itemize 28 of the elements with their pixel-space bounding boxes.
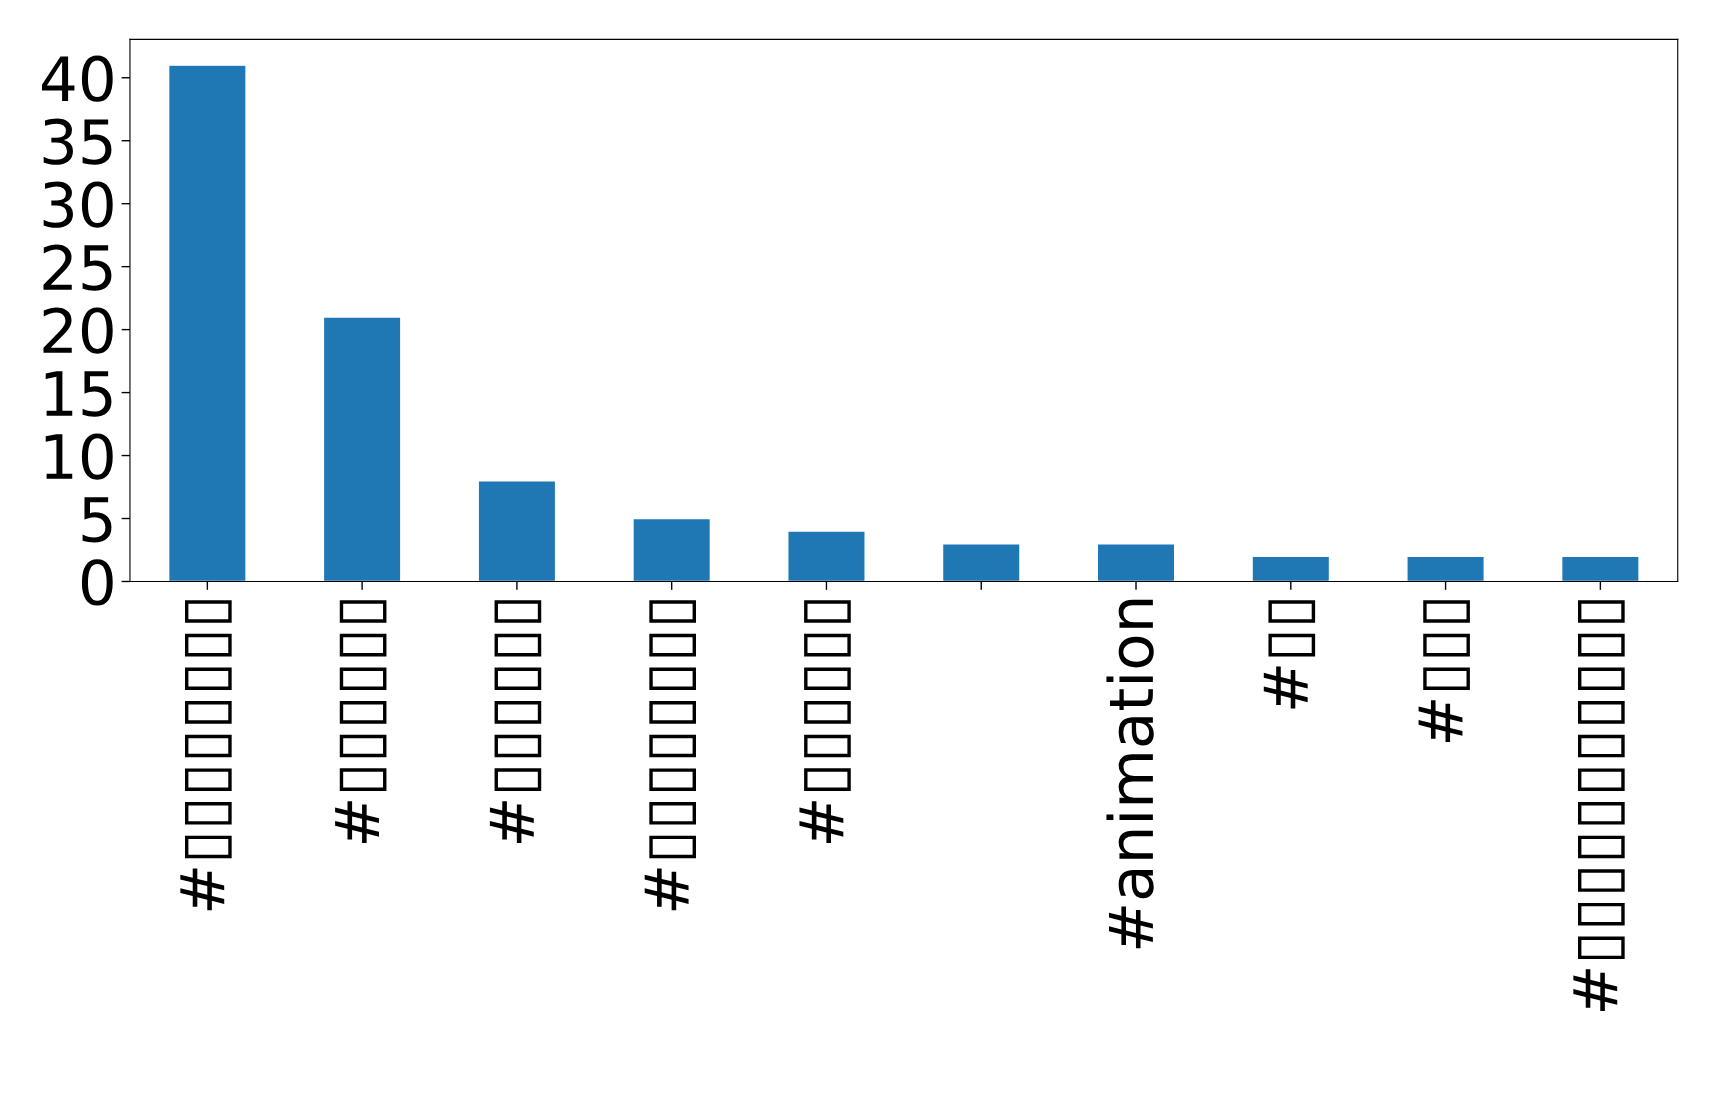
x-tick-label: #▯▯▯▯▯▯ [799, 600, 851, 843]
x-tick-label: #▯▯ [1263, 600, 1316, 709]
x-tick-label: #▯▯▯▯▯▯▯▯▯▯▯ [1573, 600, 1625, 1012]
bar [787, 530, 866, 582]
y-tick-label: 10 [45, 433, 113, 480]
bar [1560, 555, 1640, 582]
bar [1406, 555, 1485, 582]
x-tick-label: #▯▯▯▯▯▯▯▯ [644, 600, 696, 911]
y-tick-label: 35 [43, 118, 112, 165]
x-tick-label: #▯▯▯▯▯▯ [489, 600, 542, 843]
y-tick-label: 15 [45, 371, 112, 417]
y-tick-label: 30 [43, 181, 113, 228]
bar [167, 64, 247, 582]
bar [322, 316, 402, 582]
bar [1096, 543, 1176, 582]
x-tick-label: #▯▯▯▯▯▯ [335, 600, 387, 843]
bar [1251, 555, 1331, 582]
y-tick-label: 5 [82, 497, 112, 543]
y-tick-label: 25 [43, 244, 112, 291]
bar [632, 517, 712, 582]
y-tick-label: 20 [43, 307, 113, 354]
bar [941, 543, 1021, 582]
bar [477, 480, 557, 582]
x-tick-label: #▯▯▯ [1418, 600, 1470, 743]
y-tick-label: 40 [41, 55, 113, 102]
x-tick-label: #▯▯▯▯▯▯▯▯ [180, 600, 232, 911]
x-tick-label: #animation [1106, 599, 1154, 949]
y-tick-label: 0 [81, 559, 113, 606]
